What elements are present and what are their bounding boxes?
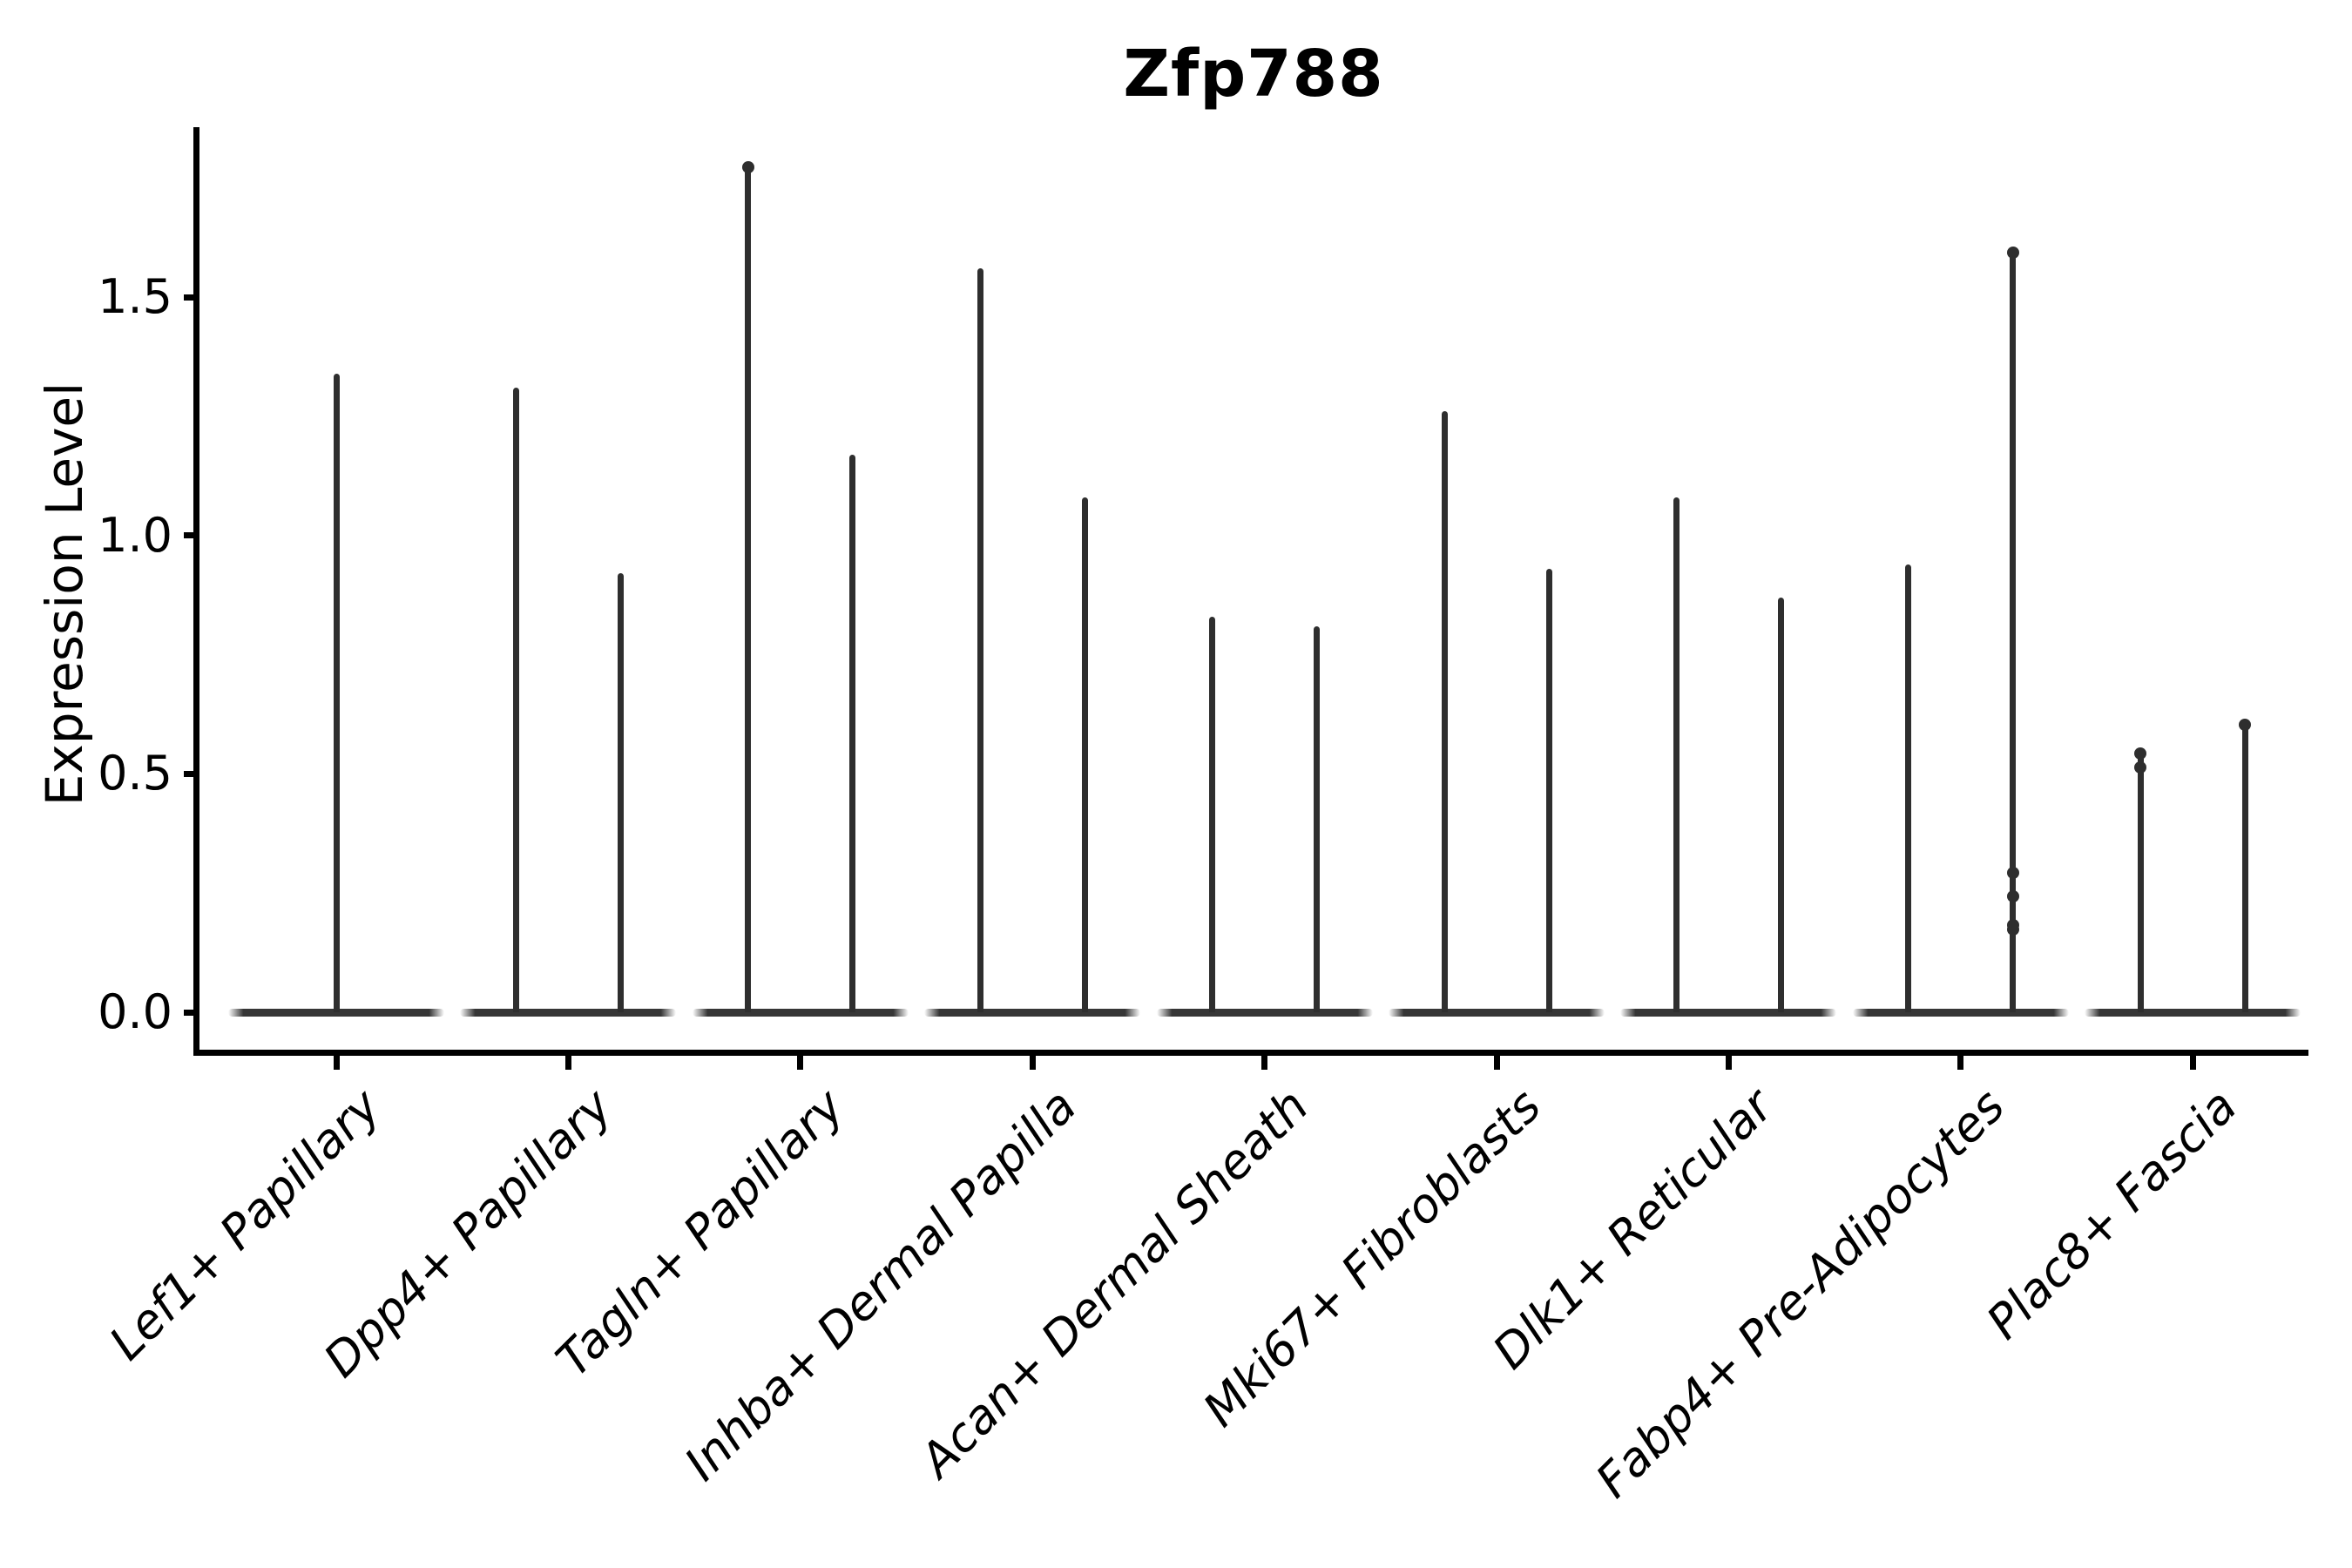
y-tick-label: 1.5	[98, 269, 172, 325]
x-axis-spine	[193, 1050, 2308, 1056]
violin-spike	[1441, 411, 1448, 1012]
jitter-dot	[2134, 761, 2147, 774]
violin-spike	[1209, 616, 1216, 1012]
violin-spike	[1545, 569, 1552, 1012]
violin-base	[228, 1008, 444, 1017]
violin-base	[1852, 1008, 2069, 1017]
x-tick-mark	[1261, 1055, 1268, 1070]
plot-title: Zfp788	[1123, 37, 1384, 112]
y-axis-label: Expression Level	[35, 382, 94, 807]
x-tick-label-5: Acan+ Dermal Sheath	[909, 1078, 1320, 1488]
x-tick-mark	[564, 1055, 571, 1070]
violin-spike	[1081, 497, 1088, 1012]
violin-base	[460, 1008, 677, 1017]
x-tick-label-8: Fabp4+ Pre-Adipocytes	[1585, 1078, 2016, 1509]
y-tick-mark	[184, 1009, 199, 1016]
y-tick-label: 0.0	[98, 984, 172, 1039]
violin-spike	[333, 373, 340, 1012]
jitter-dot	[2239, 719, 2252, 732]
violin-spike	[2010, 249, 2017, 1012]
y-tick-mark	[184, 532, 199, 539]
y-tick-label: 0.5	[98, 746, 172, 801]
violin-spike	[2137, 749, 2144, 1012]
violin-spike	[2241, 721, 2248, 1012]
violin-spike	[1673, 497, 1680, 1012]
violin-spike	[1905, 564, 1912, 1012]
x-tick-mark	[1029, 1055, 1036, 1070]
x-tick-mark	[1493, 1055, 1500, 1070]
violin-spike	[745, 163, 752, 1012]
violin-spike	[617, 573, 624, 1012]
y-tick-label: 1.0	[98, 507, 172, 563]
violin-base	[1620, 1008, 1837, 1017]
x-tick-mark	[1957, 1055, 1964, 1070]
violin-base	[692, 1008, 909, 1017]
x-tick-mark	[2189, 1055, 2196, 1070]
jitter-dot	[2006, 890, 2019, 903]
x-tick-mark	[797, 1055, 804, 1070]
x-tick-mark	[1725, 1055, 1732, 1070]
jitter-dot	[741, 160, 754, 173]
violin-base	[924, 1008, 1141, 1017]
jitter-dot	[2134, 747, 2147, 760]
x-tick-mark	[333, 1055, 340, 1070]
violin-base	[1156, 1008, 1373, 1017]
y-axis-spine	[193, 127, 199, 1056]
violin-base	[1389, 1008, 1605, 1017]
violin-spike	[512, 388, 519, 1012]
violin-spike	[849, 454, 856, 1012]
jitter-dot	[2006, 923, 2019, 936]
violin-spike	[1777, 597, 1784, 1012]
x-tick-label-4: Inhba+ Dermal Papilla	[673, 1078, 1087, 1491]
y-tick-mark	[184, 294, 199, 301]
jitter-dot	[2006, 247, 2019, 260]
y-tick-mark	[184, 770, 199, 777]
x-tick-label-9: Plac8+ Fascia	[1976, 1078, 2247, 1350]
violin-spike	[1314, 625, 1321, 1012]
violin-base	[2085, 1008, 2301, 1017]
violin-spike	[977, 268, 983, 1012]
jitter-dot	[2006, 866, 2019, 879]
